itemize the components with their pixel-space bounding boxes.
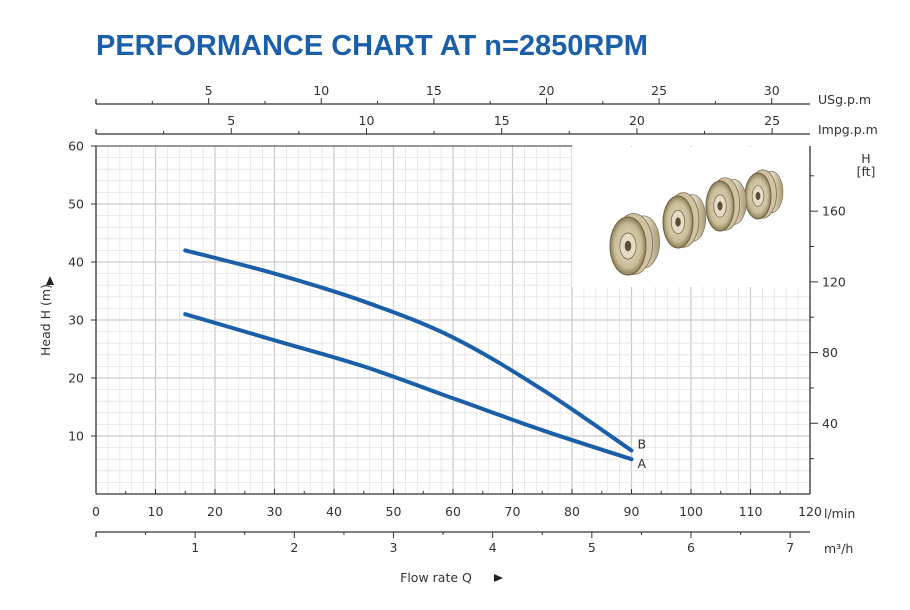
- y-tick-label: 20: [68, 371, 84, 386]
- impgpm-tick-label: 20: [629, 113, 645, 128]
- axes: 0 10 20 30 40 50 60 70 80 90 100 110 120 l/min1020304…: [38, 83, 878, 585]
- m3h-tick-label: 6: [687, 540, 695, 555]
- m3h-tick-label: 4: [489, 540, 497, 555]
- impeller-image: [572, 147, 809, 287]
- series-line-b: [183, 248, 634, 453]
- usgpm-tick-label: 20: [539, 83, 555, 98]
- x-tick-label: 60: [445, 504, 461, 519]
- x-tick-label: 80: [564, 504, 580, 519]
- x-tick-label: 100: [679, 504, 703, 519]
- y-axis-arrow: [46, 276, 54, 285]
- impeller-shaft-hole: [624, 240, 632, 252]
- x-axis-title: Flow rate Q: [400, 570, 472, 585]
- m3h-tick-label: 3: [390, 540, 398, 555]
- y-tick-label: 10: [68, 429, 84, 444]
- impeller-shaft-hole: [755, 191, 761, 201]
- series: BA: [183, 248, 647, 471]
- usgpm-tick-label: 15: [426, 83, 442, 98]
- feet-tick-label: 160: [822, 204, 846, 219]
- series-line-a: [183, 312, 634, 462]
- feet-tick-label: 40: [822, 416, 838, 431]
- y-tick-label: 60: [68, 139, 84, 154]
- m3h-unit-label: m³/h: [824, 541, 853, 556]
- series-label-a: A: [638, 456, 647, 471]
- x-tick-label: 90: [624, 504, 640, 519]
- chart-title: PERFORMANCE CHART AT n=2850RPM: [96, 30, 648, 62]
- m3h-tick-label: 5: [588, 540, 596, 555]
- impgpm-unit-label: Impg.p.m: [818, 122, 878, 137]
- m3h-tick-label: 2: [290, 540, 298, 555]
- impgpm-tick-label: 25: [764, 113, 780, 128]
- usgpm-unit-label: USg.p.m: [818, 92, 871, 107]
- y-tick-label: 40: [68, 255, 84, 270]
- x-tick-label: 110: [739, 504, 763, 519]
- impeller-shaft-hole: [675, 217, 681, 227]
- feet-unit-label: H: [861, 151, 870, 166]
- series-label-b: B: [638, 437, 647, 452]
- impgpm-tick-label: 15: [494, 113, 510, 128]
- x-tick-label: 40: [326, 504, 342, 519]
- x-tick-label: 0: [92, 504, 100, 519]
- x-tick-label: 70: [505, 504, 521, 519]
- y-axis-title: Head H (m): [38, 284, 53, 356]
- x-tick-label: 30: [267, 504, 283, 519]
- usgpm-tick-label: 5: [205, 83, 213, 98]
- impeller-shaft-hole: [717, 201, 723, 211]
- feet-tick-label: 80: [822, 345, 838, 360]
- feet-unit-label: [ft]: [857, 164, 876, 179]
- feet-tick-label: 120: [822, 274, 846, 289]
- impgpm-tick-label: 5: [227, 113, 235, 128]
- x-tick-label: 120: [798, 504, 822, 519]
- y-tick-label: 30: [68, 313, 84, 328]
- impgpm-tick-label: 10: [359, 113, 375, 128]
- y-tick-label: 50: [68, 197, 84, 212]
- usgpm-tick-label: 30: [764, 83, 780, 98]
- usgpm-tick-label: 10: [313, 83, 329, 98]
- usgpm-tick-label: 25: [651, 83, 667, 98]
- x-tick-label: 20: [207, 504, 223, 519]
- m3h-tick-label: 7: [786, 540, 794, 555]
- x-axis-arrow: [494, 574, 503, 582]
- x-tick-label: 10: [148, 504, 164, 519]
- x-tick-label: 50: [386, 504, 402, 519]
- m3h-tick-label: 1: [191, 540, 199, 555]
- x-unit-label: l/min: [824, 506, 855, 521]
